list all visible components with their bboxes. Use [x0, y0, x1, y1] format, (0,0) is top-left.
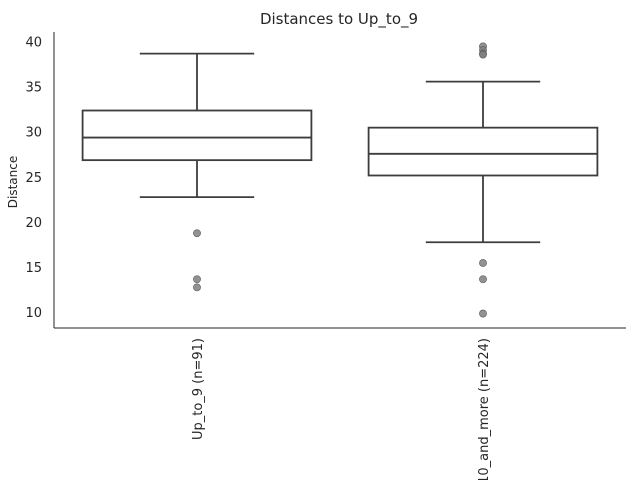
outlier-point — [193, 229, 201, 238]
x-tick-label: 10_and_more (n=224) — [477, 338, 492, 480]
outlier-point — [193, 283, 201, 292]
box-2 — [367, 42, 599, 318]
outlier-point — [479, 275, 487, 284]
box-1 — [81, 52, 313, 292]
y-axis-label: Distance — [6, 156, 20, 208]
iqr-box — [81, 109, 313, 162]
x-tick-label: Up_to_9 (n=91) — [191, 338, 206, 440]
x-ticks: Up_to_9 (n=91) 10_and_more (n=224) — [191, 338, 492, 480]
y-tick-label: 40 — [25, 35, 42, 50]
y-tick-label: 25 — [25, 171, 42, 186]
y-tick-label: 10 — [25, 306, 42, 321]
y-tick-label: 20 — [25, 216, 42, 231]
outlier-point — [479, 50, 487, 59]
iqr-box — [367, 126, 599, 177]
y-tick-label: 15 — [25, 261, 42, 276]
outlier-point — [479, 309, 487, 318]
y-tick-label: 30 — [25, 126, 42, 141]
outlier-point — [479, 259, 487, 267]
chart-title: Distances to Up_to_9 — [260, 10, 418, 29]
y-tick-label: 35 — [25, 81, 42, 96]
plot-area — [81, 42, 599, 318]
y-ticks: 10 15 20 25 30 35 40 — [25, 35, 42, 321]
outlier-point — [193, 275, 201, 284]
